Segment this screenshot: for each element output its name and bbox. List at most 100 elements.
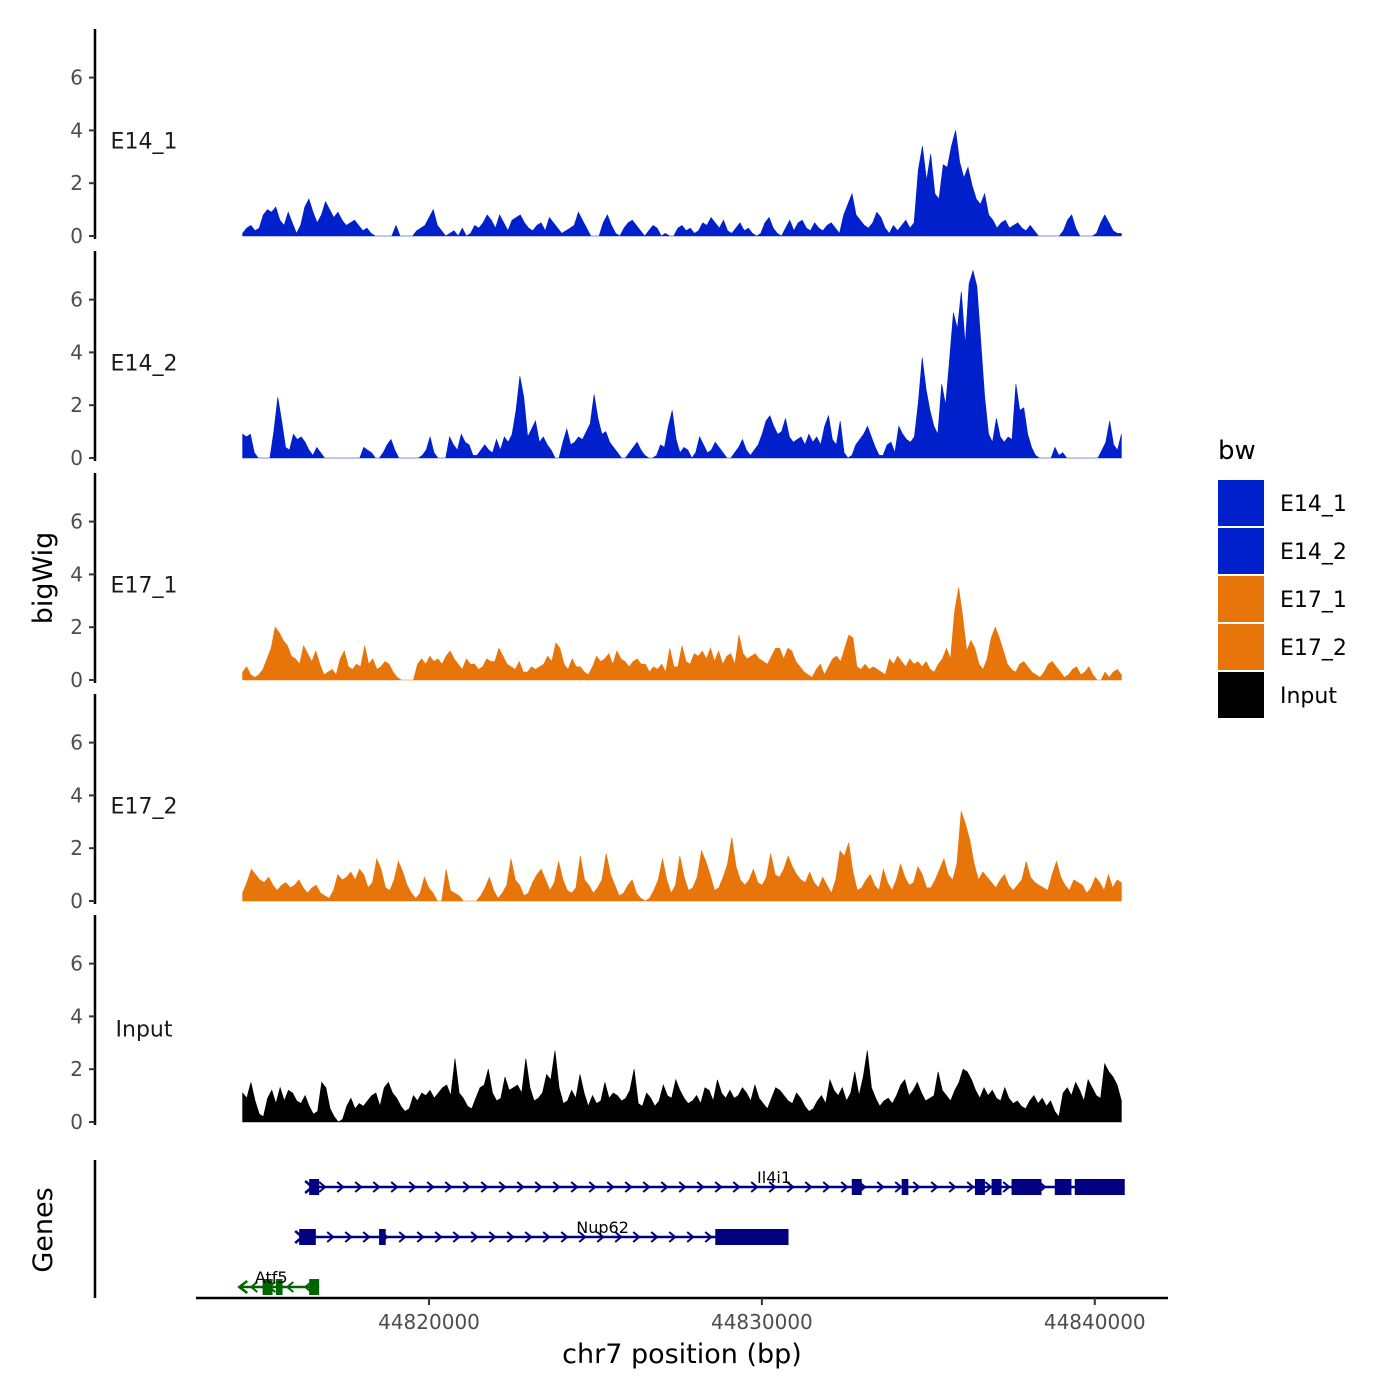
- strand-arrow: [614, 1231, 623, 1243]
- strand-arrow: [534, 1181, 543, 1193]
- strand-arrow: [362, 1231, 371, 1243]
- strand-arrow: [390, 1181, 399, 1193]
- strand-arrow: [426, 1181, 435, 1193]
- y-tick-label: 2: [70, 615, 83, 639]
- strand-arrow: [840, 1181, 849, 1193]
- gene-nup62: Nup62: [294, 1218, 789, 1245]
- strand-arrow: [480, 1181, 489, 1193]
- genes-axis-title: Genes: [28, 1187, 59, 1272]
- strand-arrow: [560, 1231, 569, 1243]
- strand-arrow: [524, 1231, 533, 1243]
- x-axis-title: chr7 position (bp): [562, 1339, 802, 1370]
- strand-arrow: [444, 1181, 453, 1193]
- track-e14-2: 0 2 4 6 E14_2: [70, 251, 1122, 470]
- strand-arrow: [285, 1281, 294, 1293]
- strand-arrow: [678, 1181, 687, 1193]
- y-tick-label: 6: [70, 288, 83, 312]
- gene-atf5: Atf5: [237, 1268, 320, 1295]
- strand-arrow: [470, 1231, 479, 1243]
- y-tick-label: 0: [70, 446, 83, 470]
- y-tick-label: 6: [70, 731, 83, 755]
- legend-label: E14_2: [1280, 540, 1347, 565]
- y-axis-title: bigWig: [28, 532, 59, 625]
- strand-arrow: [804, 1181, 813, 1193]
- strand-arrow: [408, 1181, 417, 1193]
- strand-arrow: [948, 1181, 957, 1193]
- y-tick-label: 0: [70, 1110, 83, 1134]
- track-e17-2: 0 2 4 6 E17_2: [70, 694, 1122, 913]
- legend-title: bw: [1218, 436, 1256, 466]
- strand-arrow: [249, 1281, 258, 1293]
- track-e17-1: 0 2 4 6 E17_1: [70, 473, 1122, 692]
- gene-label: Nup62: [576, 1218, 629, 1237]
- coverage-area-e14-2: [242, 269, 1122, 459]
- strand-arrow: [606, 1181, 615, 1193]
- strand-arrow: [578, 1231, 587, 1243]
- strand-arrow: [768, 1181, 777, 1193]
- strand-arrow: [822, 1181, 831, 1193]
- exon-block: [1074, 1179, 1125, 1195]
- exon-block: [851, 1179, 862, 1195]
- strand-arrow: [632, 1231, 641, 1243]
- y-tick-label: 2: [70, 171, 83, 195]
- y-tick-label: 6: [70, 952, 83, 976]
- x-tick-label: 44840000: [1044, 1310, 1146, 1334]
- strand-arrow: [686, 1231, 695, 1243]
- strand-arrow: [398, 1231, 407, 1243]
- exon-block: [991, 1179, 1002, 1195]
- strand-arrow: [326, 1231, 335, 1243]
- strand-arrow: [570, 1181, 579, 1193]
- strand-arrow: [596, 1231, 605, 1243]
- legend-label: E17_2: [1280, 636, 1347, 661]
- y-tick-label: 2: [70, 836, 83, 860]
- exon-block: [1011, 1179, 1042, 1195]
- strand-arrow: [966, 1181, 975, 1193]
- exon-block: [901, 1179, 909, 1195]
- strand-arrow: [542, 1231, 551, 1243]
- track-input: 0 2 4 6 Input: [70, 915, 1122, 1134]
- legend-label: E17_1: [1280, 588, 1347, 613]
- gene-label: Il4i1: [757, 1168, 791, 1187]
- y-tick-label: 4: [70, 1004, 83, 1028]
- bigwig-tracks: 0 2 4 6 E14_1 0 2 4 6 E14_2 0 2 4 6 E17_1 0 2 4 6 E17_2 0 2 4 6…: [70, 29, 1122, 1134]
- x-tick-label: 44830000: [711, 1310, 813, 1334]
- legend-label: Input: [1280, 684, 1337, 709]
- track-e14-1: 0 2 4 6 E14_1: [70, 29, 1122, 248]
- track-label: E17_1: [111, 573, 178, 598]
- y-tick-label: 0: [70, 889, 83, 913]
- y-tick-label: 0: [70, 668, 83, 692]
- y-tick-label: 4: [70, 783, 83, 807]
- exon-block: [299, 1229, 316, 1245]
- strand-arrow: [434, 1231, 443, 1243]
- y-tick-label: 0: [70, 224, 83, 248]
- y-tick-label: 2: [70, 393, 83, 417]
- strand-arrow: [624, 1181, 633, 1193]
- strand-arrow: [344, 1231, 353, 1243]
- strand-arrow: [416, 1231, 425, 1243]
- track-label: E17_2: [111, 794, 178, 819]
- strand-arrow: [488, 1231, 497, 1243]
- y-tick-label: 2: [70, 1057, 83, 1081]
- legend: bw E14_1 E14_2 E17_1 E17_2 Input: [1218, 436, 1347, 718]
- legend-swatch: [1218, 672, 1264, 718]
- track-label: E14_1: [111, 129, 178, 154]
- gene-track: Il4i1 Nup62 Atf5: [93, 1160, 1125, 1298]
- legend-swatch: [1218, 576, 1264, 622]
- strand-arrow: [714, 1181, 723, 1193]
- strand-arrow: [498, 1181, 507, 1193]
- y-tick-label: 4: [70, 340, 83, 364]
- exon-block: [309, 1179, 320, 1195]
- strand-arrow: [237, 1280, 249, 1294]
- exon-block: [715, 1229, 789, 1245]
- strand-arrow: [642, 1181, 651, 1193]
- exon-block: [379, 1229, 386, 1245]
- x-axis: 44820000 44830000 44840000: [196, 1296, 1168, 1334]
- exon-block: [309, 1279, 320, 1295]
- coverage-area-input: [242, 1050, 1122, 1123]
- strand-arrow: [696, 1181, 705, 1193]
- exon-block: [974, 1179, 985, 1195]
- legend-label: E14_1: [1280, 492, 1347, 517]
- exon-block: [262, 1279, 273, 1295]
- legend-swatch: [1218, 528, 1264, 574]
